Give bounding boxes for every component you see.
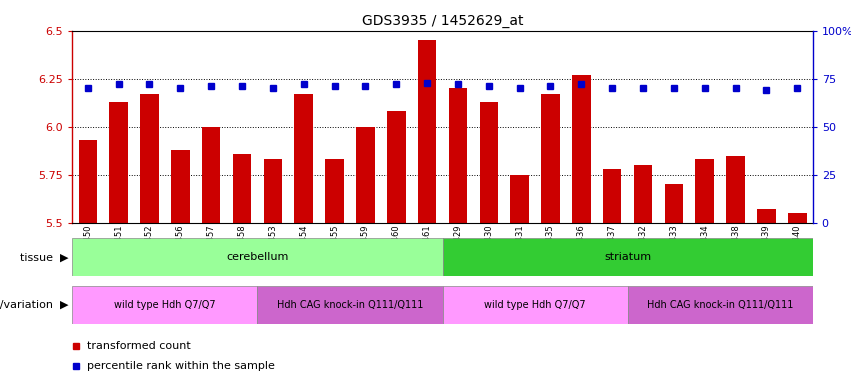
Text: tissue  ▶: tissue ▶ <box>20 252 68 262</box>
Bar <box>257 286 443 324</box>
Text: wild type Hdh Q7/Q7: wild type Hdh Q7/Q7 <box>114 300 215 310</box>
Bar <box>627 286 813 324</box>
Text: percentile rank within the sample: percentile rank within the sample <box>87 361 275 371</box>
Text: transformed count: transformed count <box>87 341 191 351</box>
Bar <box>757 209 775 223</box>
Text: Hdh CAG knock-in Q111/Q111: Hdh CAG knock-in Q111/Q111 <box>277 300 423 310</box>
Bar <box>788 213 807 223</box>
Bar <box>294 94 313 223</box>
Text: genotype/variation  ▶: genotype/variation ▶ <box>0 300 68 310</box>
Title: GDS3935 / 1452629_at: GDS3935 / 1452629_at <box>362 14 523 28</box>
Bar <box>443 238 813 276</box>
Bar <box>726 156 745 223</box>
Bar <box>665 184 683 223</box>
Bar <box>541 94 560 223</box>
Text: cerebellum: cerebellum <box>226 252 288 262</box>
Bar <box>325 159 344 223</box>
Bar <box>72 286 257 324</box>
Bar <box>448 88 467 223</box>
Text: wild type Hdh Q7/Q7: wild type Hdh Q7/Q7 <box>484 300 585 310</box>
Bar <box>72 238 443 276</box>
Bar <box>418 40 437 223</box>
Bar <box>443 286 627 324</box>
Bar <box>603 169 621 223</box>
Bar <box>634 165 652 223</box>
Bar <box>202 127 220 223</box>
Bar <box>232 154 251 223</box>
Text: striatum: striatum <box>604 252 651 262</box>
Bar <box>695 159 714 223</box>
Bar <box>140 94 158 223</box>
Bar <box>387 111 405 223</box>
Bar <box>572 75 591 223</box>
Bar <box>171 150 190 223</box>
Bar <box>356 127 374 223</box>
Bar <box>109 102 128 223</box>
Text: Hdh CAG knock-in Q111/Q111: Hdh CAG knock-in Q111/Q111 <box>647 300 793 310</box>
Bar <box>78 140 97 223</box>
Bar <box>264 159 282 223</box>
Bar <box>511 175 528 223</box>
Bar <box>479 102 498 223</box>
